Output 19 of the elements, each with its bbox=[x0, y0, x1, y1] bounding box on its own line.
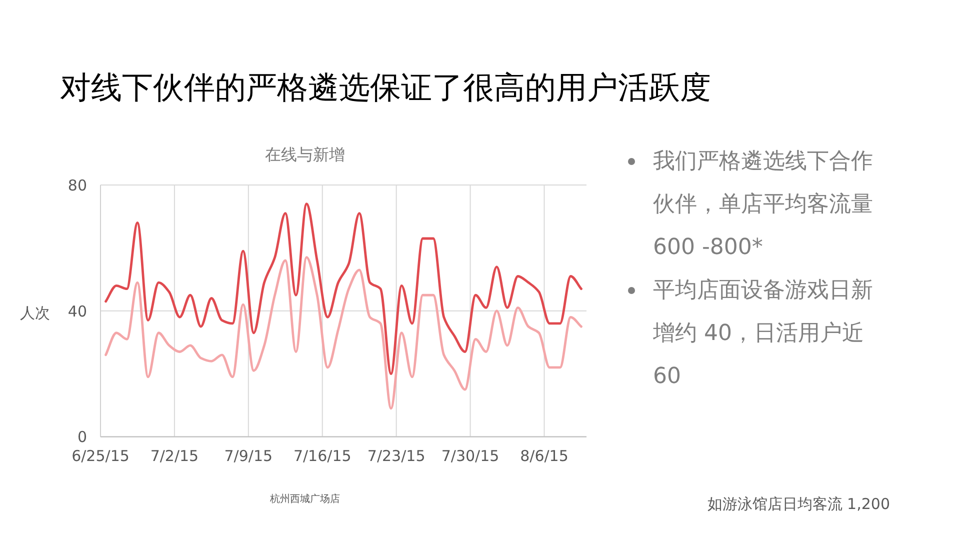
x-tick-label: 7/16/15 bbox=[293, 447, 352, 465]
text: 杭州西城广场店 bbox=[269, 493, 340, 505]
text: 我们严格遴选线下合作伙伴，单店平均客流量 600 -800* bbox=[653, 148, 874, 262]
y-tick-label: 0 bbox=[77, 428, 87, 446]
text: 平均店面设备游戏日新增约 40，日活用户近 60 bbox=[653, 277, 874, 391]
line-series bbox=[104, 256, 582, 410]
x-tick-label: 6/25/15 bbox=[72, 447, 130, 465]
x-tick-label: 7/2/15 bbox=[150, 447, 199, 465]
y-axis-title: 人次 bbox=[20, 304, 50, 322]
x-tick-label: 8/6/15 bbox=[520, 447, 568, 465]
x-tick-label: 7/30/15 bbox=[441, 447, 500, 465]
chart-subtitle: 在线与新增 bbox=[265, 145, 345, 164]
chart-title: 对线下伙伴的严格遴选保证了很高的用户活跃度 bbox=[60, 70, 711, 106]
x-tick-label: 7/9/15 bbox=[224, 447, 273, 465]
text: 如游泳馆店日均客流 1,200 bbox=[707, 495, 890, 513]
x-tick-label: 7/23/15 bbox=[367, 447, 426, 465]
y-tick-label: 40 bbox=[68, 302, 87, 320]
y-tick-label: 80 bbox=[68, 176, 87, 194]
line-series bbox=[104, 202, 582, 375]
